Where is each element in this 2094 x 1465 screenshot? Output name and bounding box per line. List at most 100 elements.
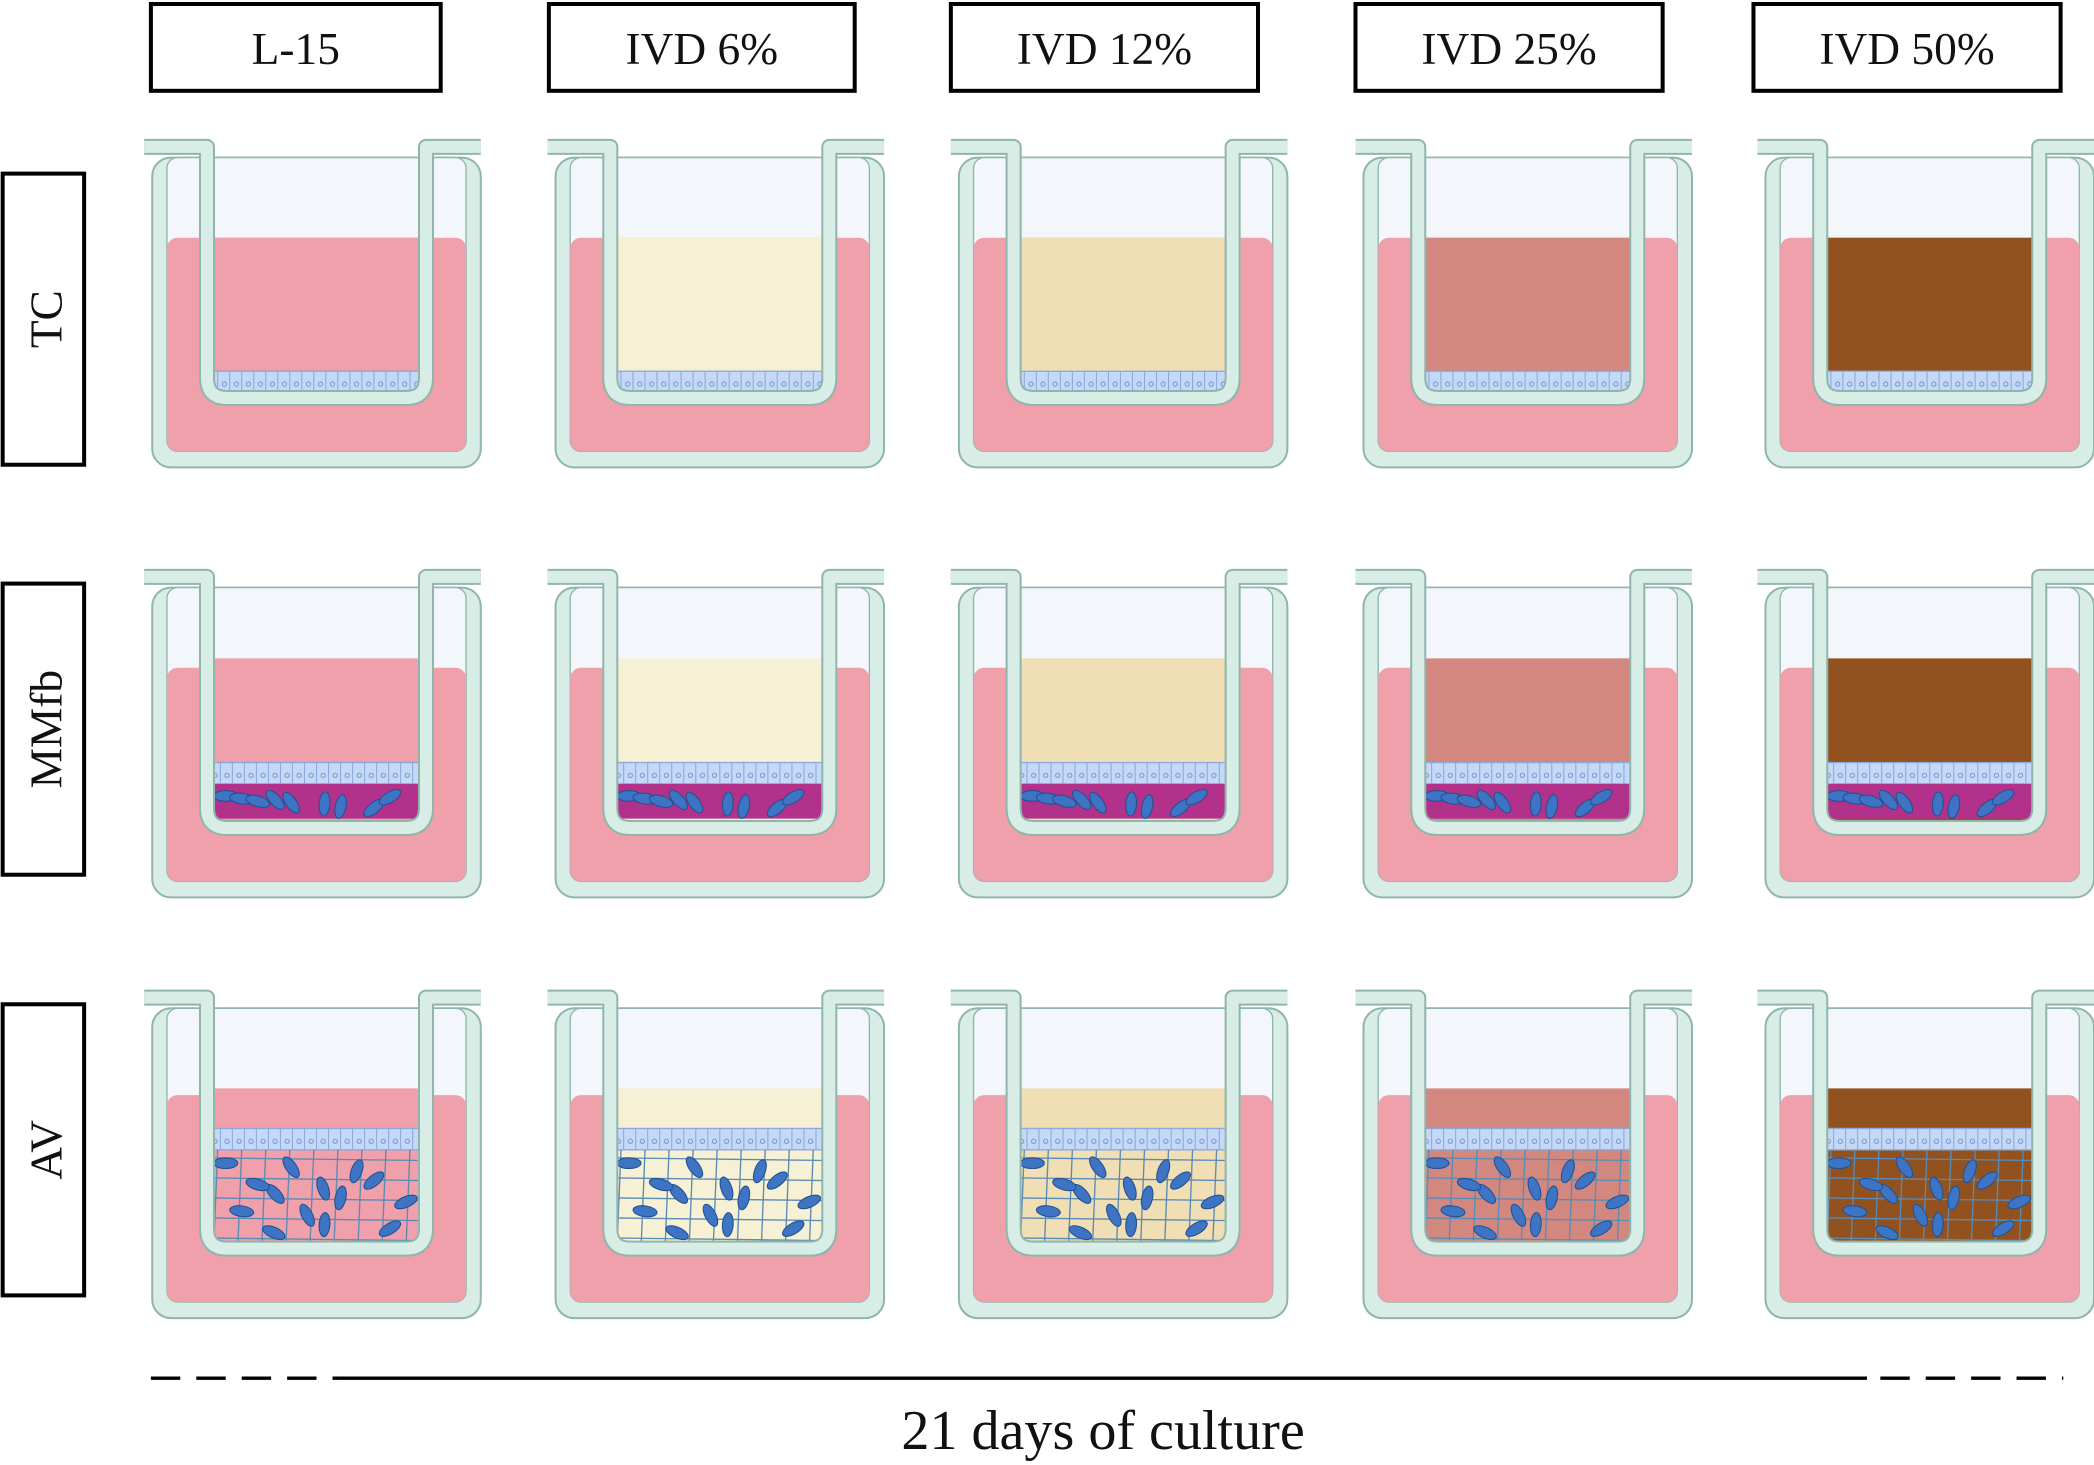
insert-wall-fill	[950, 991, 1288, 1255]
fibroblast	[282, 1156, 300, 1179]
cell-nucleus	[320, 1138, 326, 1144]
cell-nucleus	[637, 381, 643, 387]
fibroblast	[1493, 1156, 1512, 1179]
fibroblast	[394, 1194, 418, 1210]
cell-nucleus	[1184, 381, 1190, 387]
cell-nucleus	[747, 772, 754, 779]
cell-nucleus	[663, 772, 670, 779]
cell-nucleus	[1187, 772, 1193, 779]
mesh	[209, 1197, 424, 1202]
cell-nucleus	[1456, 381, 1463, 387]
mesh	[1822, 1177, 2037, 1182]
cell-nucleus	[1861, 772, 1867, 779]
cell-nucleus	[389, 381, 396, 387]
cell-nucleus	[1435, 1138, 1441, 1144]
column-header-box	[546, 2, 857, 93]
fibroblast	[797, 1194, 822, 1210]
insert-wall-fill	[1355, 991, 1693, 1255]
cell-nucleus	[332, 1138, 338, 1144]
insert-wall-fill	[1757, 570, 2094, 834]
cell-nucleus	[1042, 772, 1049, 779]
cell-nucleus	[341, 381, 348, 387]
cell-nucleus	[1091, 772, 1097, 779]
cell-nucleus	[221, 381, 228, 387]
cell-nucleus	[1837, 1138, 1843, 1144]
cell-nucleus	[1931, 381, 1937, 387]
cell-nucleus	[1870, 381, 1877, 387]
fibroblast	[1156, 1159, 1171, 1184]
cell-nucleus	[1495, 1138, 1502, 1144]
cell-nucleus	[236, 1138, 242, 1144]
cell-nucleus	[699, 772, 706, 779]
cell-nucleus	[1957, 1138, 1964, 1144]
mesh	[209, 1177, 424, 1182]
cell-nucleus	[1447, 772, 1453, 779]
mesh	[1016, 1237, 1230, 1242]
cell-nucleus	[1981, 1138, 1988, 1144]
fibroblast	[318, 1212, 331, 1238]
cell-nucleus	[1079, 772, 1085, 779]
fibroblast	[1929, 1176, 1944, 1201]
transwell	[547, 138, 886, 469]
fibroblast	[1456, 1177, 1482, 1192]
mesh	[209, 1217, 424, 1222]
cell-nucleus	[1115, 772, 1121, 779]
cell-nucleus	[1873, 772, 1879, 779]
cell-nucleus	[1030, 772, 1037, 779]
fibroblast	[1122, 1176, 1137, 1201]
insert-wall-fill	[950, 140, 1288, 404]
cell-nucleus	[1103, 772, 1109, 779]
cell-nucleus	[639, 772, 646, 779]
fibroblast	[1068, 1225, 1093, 1241]
cell-nucleus	[805, 381, 811, 387]
cell-nucleus	[1945, 772, 1952, 779]
cell-nucleus	[1603, 772, 1610, 779]
fibroblast	[1476, 789, 1496, 810]
fibroblast	[1125, 791, 1138, 817]
cell-nucleus	[1565, 381, 1571, 387]
mesh	[1043, 1149, 1050, 1249]
cell-nucleus	[747, 1138, 754, 1144]
cell-nucleus	[673, 381, 679, 387]
cell-nucleus	[269, 381, 276, 387]
cell-nucleus	[711, 772, 718, 779]
cell-nucleus	[687, 772, 694, 779]
fibroblast	[2007, 1194, 2032, 1210]
transwell	[1355, 138, 1694, 469]
fibroblast	[702, 1203, 719, 1227]
insert-wall-fill	[547, 140, 885, 404]
fibroblast	[229, 1205, 255, 1218]
cell-nucleus	[1993, 772, 2000, 779]
cell-nucleus	[365, 381, 372, 387]
cell-nucleus	[260, 1138, 266, 1144]
mesh	[612, 1197, 827, 1202]
cell-nucleus	[296, 772, 302, 779]
cell-nucleus	[1885, 772, 1892, 779]
fibroblast	[262, 1225, 286, 1241]
fibroblast	[1052, 1177, 1077, 1192]
cell-nucleus	[1969, 1138, 1976, 1144]
mesh	[640, 1149, 646, 1249]
transwell	[1757, 138, 2094, 469]
cell-nucleus	[305, 381, 312, 387]
cell-nucleus	[1175, 772, 1181, 779]
cell-nucleus	[1979, 381, 1985, 387]
fibroblast	[1976, 1171, 1998, 1190]
cell-nucleus	[1591, 1138, 1598, 1144]
cell-nucleus	[1115, 1138, 1121, 1144]
cell-nucleus	[1028, 381, 1034, 387]
cell-nucleus	[404, 772, 410, 779]
cell-nucleus	[781, 381, 787, 387]
fibroblast	[1947, 794, 1961, 819]
cell-nucleus	[783, 772, 790, 779]
cell-nucleus	[1507, 772, 1514, 779]
cell-nucleus	[284, 1138, 290, 1144]
row-label-box	[0, 171, 87, 467]
fibroblast	[1493, 791, 1512, 814]
insert-medium	[206, 1088, 427, 1249]
cell-nucleus	[1567, 1138, 1574, 1144]
cell-nucleus	[2017, 772, 2024, 779]
transwell	[950, 138, 1289, 469]
mesh	[1016, 1197, 1230, 1202]
footer-label: 21 days of culture	[901, 1400, 1304, 1462]
